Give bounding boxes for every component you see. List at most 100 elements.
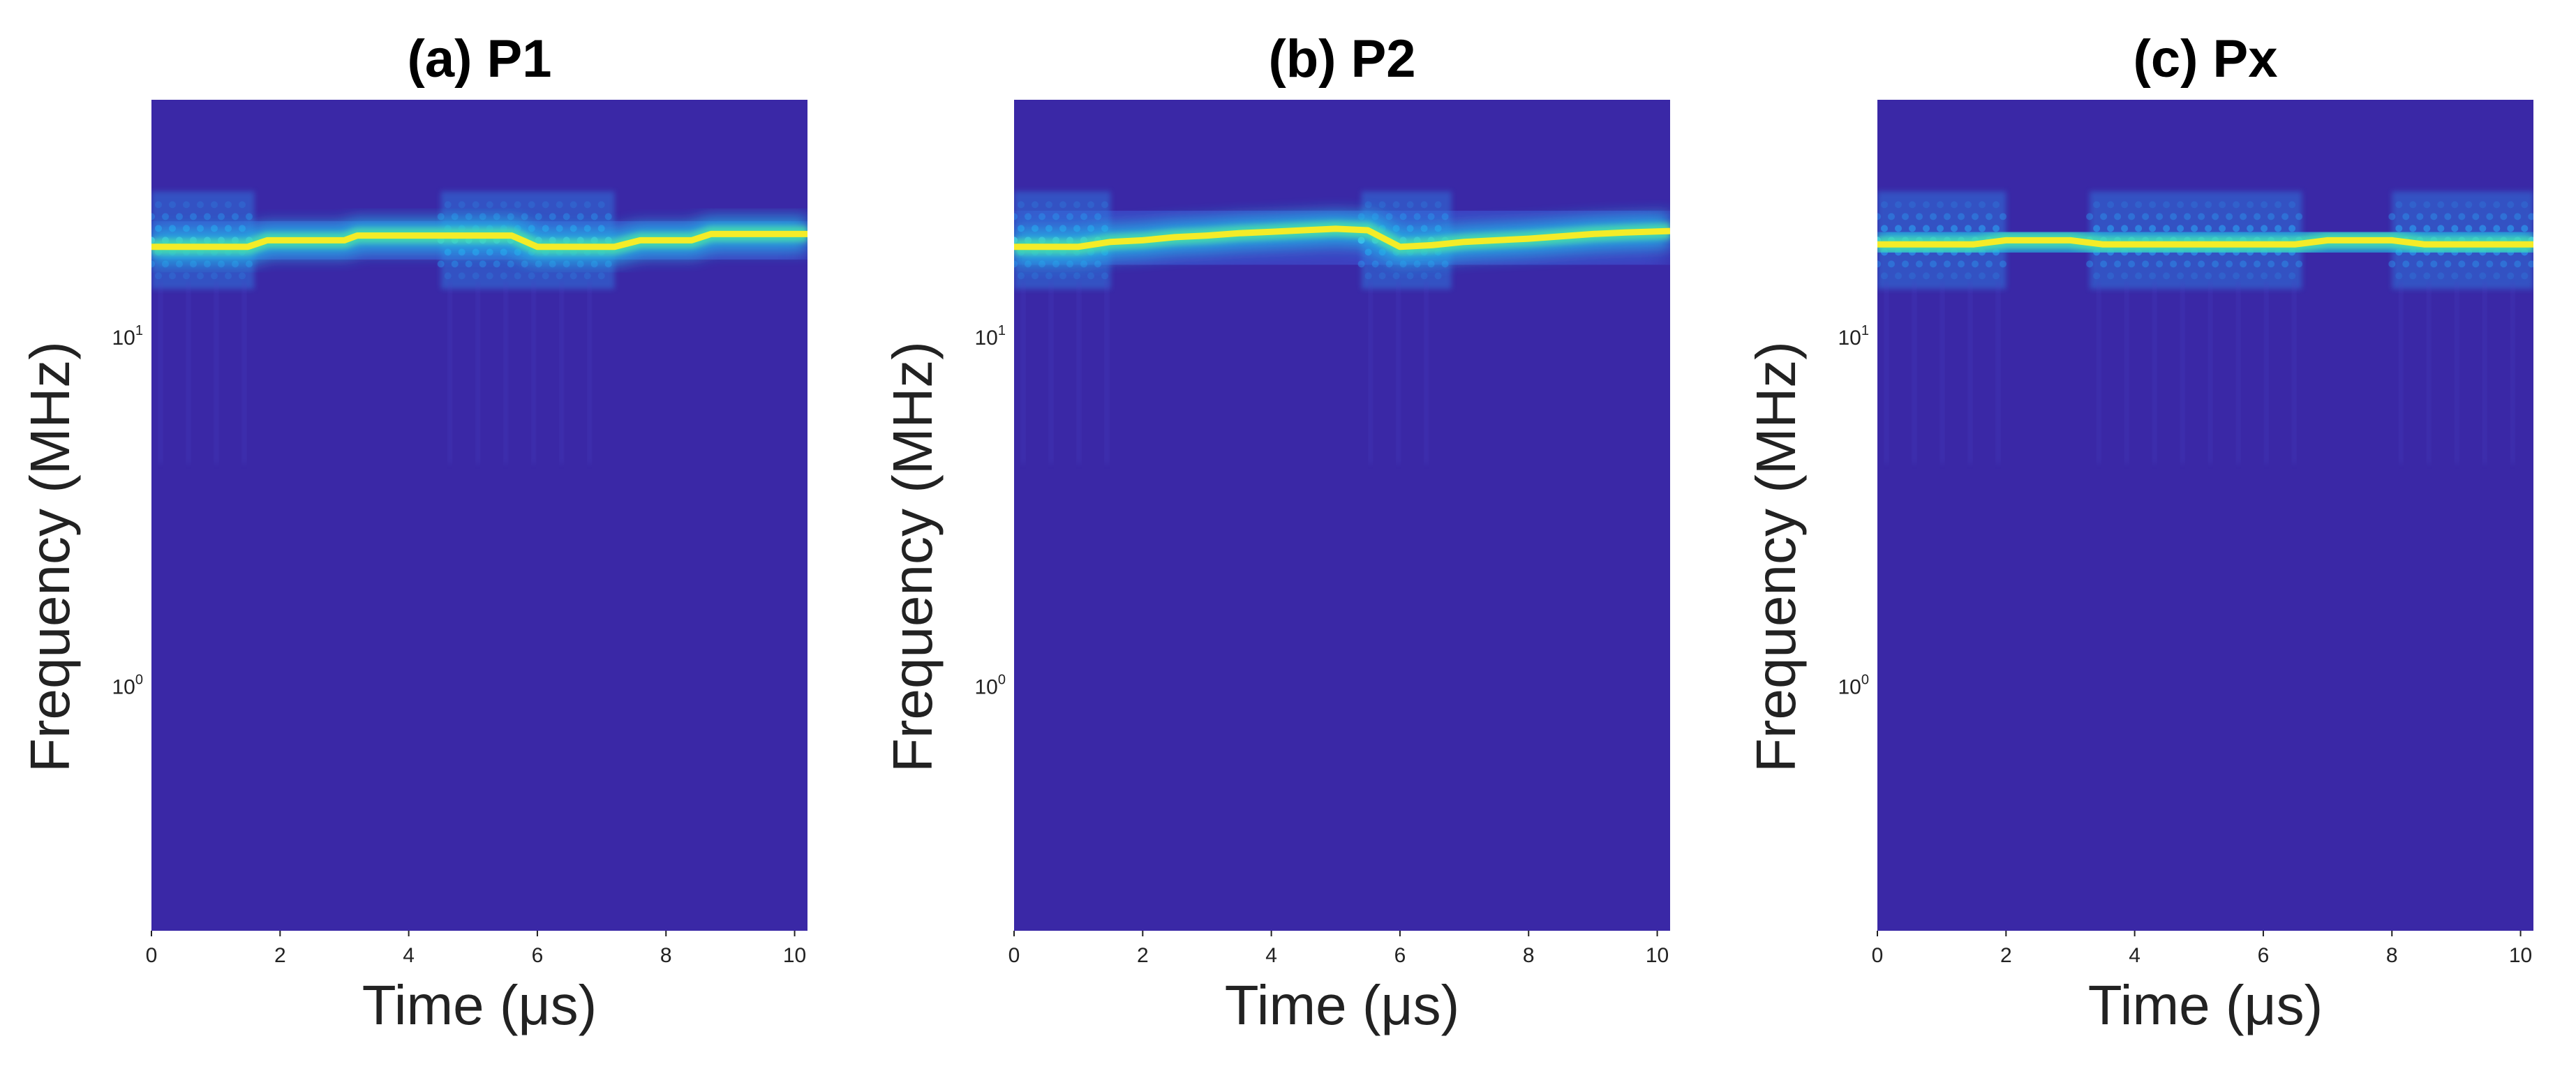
interference-dot <box>155 272 162 280</box>
interference-dot <box>2247 272 2254 280</box>
interference-dot <box>2177 272 2184 280</box>
interference-dot <box>1909 201 1916 209</box>
interference-dot <box>1032 201 1038 209</box>
interference-dot <box>2416 213 2424 220</box>
interference-streak <box>1396 282 1401 464</box>
interference-dot <box>2086 213 2094 220</box>
y-axis-label: Frequency (MHz) <box>881 341 944 772</box>
interference-dot <box>2163 272 2171 280</box>
interference-dot <box>2458 260 2466 268</box>
y-tick-label: 100 <box>1838 672 1870 698</box>
interference-dot <box>1909 272 1916 280</box>
interference-dot <box>576 213 584 220</box>
interference-dot <box>2114 213 2122 220</box>
ridge-line <box>1014 225 1670 250</box>
interference-dot <box>528 272 535 280</box>
x-tick-label: 0 <box>146 944 158 967</box>
interference-dot <box>1965 272 1972 280</box>
interference-dot <box>2507 272 2515 280</box>
panel-3: (c) Px 0 2 4 6 8 10 100 101 Time (μs) Frequency (M… <box>1745 29 2533 1036</box>
interference-dot <box>2205 201 2212 209</box>
interference-dot <box>1923 272 1930 280</box>
interference-dot <box>2163 201 2171 209</box>
interference-dot <box>232 213 239 220</box>
interference-dot <box>2521 272 2529 280</box>
interference-dot <box>1881 272 1888 280</box>
interference-dot <box>1014 213 1018 220</box>
interference-dot <box>2093 272 2101 280</box>
interference-dot <box>2170 213 2177 220</box>
interference-dot <box>1094 213 1101 220</box>
interference-dot <box>1944 213 1951 220</box>
ridge-line <box>151 230 807 250</box>
interference-dot <box>1972 260 1979 268</box>
interference-dot <box>2514 260 2522 268</box>
x-tick-label: 6 <box>1394 944 1406 967</box>
interference-dot <box>514 201 521 209</box>
panel-2: (b) P2 0 2 4 6 8 10 100 101 Time (μs) Frequency (M… <box>881 29 1670 1036</box>
interference-dot <box>528 201 535 209</box>
interference-dot <box>2458 213 2466 220</box>
interference-dot <box>549 213 556 220</box>
interference-dot <box>2114 260 2122 268</box>
interference-dot <box>2233 272 2240 280</box>
interference-dot <box>2219 272 2226 280</box>
interference-dot <box>2409 201 2417 209</box>
interference-dot <box>521 213 528 220</box>
interference-dot <box>1877 260 1881 268</box>
interference-streak <box>1021 282 1025 464</box>
interference-dot <box>1101 201 1108 209</box>
interference-dot <box>542 272 549 280</box>
interference-dot <box>2268 213 2275 220</box>
interference-dot <box>169 201 176 209</box>
interference-dot <box>1993 272 2000 280</box>
interference-streak <box>1424 282 1429 464</box>
interference-dot <box>604 213 612 220</box>
interference-streak <box>1996 282 2000 464</box>
interference-dot <box>2184 260 2191 268</box>
interference-dot <box>1073 272 1080 280</box>
interference-streak <box>447 282 452 464</box>
interference-dot <box>2472 260 2480 268</box>
x-tick-label: 8 <box>1523 944 1535 967</box>
interference-streak <box>559 282 564 464</box>
interference-dot <box>225 201 232 209</box>
y-tick-label: 100 <box>975 672 1006 698</box>
interference-streak <box>1940 282 1944 464</box>
interference-dot <box>2261 272 2268 280</box>
interference-dot <box>2086 260 2094 268</box>
interference-dot <box>2288 201 2296 209</box>
interference-dot <box>1951 201 1958 209</box>
x-tick-label: 8 <box>2386 944 2398 967</box>
interference-dot <box>211 201 218 209</box>
y-axis-label: Frequency (MHz) <box>1745 341 1807 772</box>
interference-dot <box>1357 260 1365 268</box>
interference-dot <box>1018 201 1025 209</box>
interference-streak <box>1884 282 1889 464</box>
interference-dot <box>556 201 563 209</box>
interference-dot <box>2254 260 2261 268</box>
x-tick-label: 10 <box>1646 944 1669 967</box>
interference-dot <box>1965 201 1972 209</box>
interference-streak <box>2482 282 2487 464</box>
interference-dot <box>1045 201 1052 209</box>
y-tick-label: 101 <box>112 323 144 350</box>
interference-dot <box>1937 272 1944 280</box>
interference-dot <box>2521 201 2529 209</box>
interference-dot <box>2121 272 2129 280</box>
interference-streak <box>1968 282 1972 464</box>
interference-dot <box>2479 272 2487 280</box>
interference-dot <box>190 213 197 220</box>
interference-dot <box>1979 272 1986 280</box>
y-tick-label: 101 <box>975 323 1006 350</box>
interference-dot <box>2149 272 2157 280</box>
interference-dot <box>2000 260 2007 268</box>
interference-dot <box>507 260 514 268</box>
interference-dot <box>2212 213 2219 220</box>
interference-dot <box>162 213 169 220</box>
interference-streak <box>2510 282 2515 464</box>
interference-dot <box>2395 201 2403 209</box>
interference-dot <box>2486 213 2494 220</box>
interference-dot <box>2205 272 2212 280</box>
interference-streak <box>2152 282 2157 464</box>
